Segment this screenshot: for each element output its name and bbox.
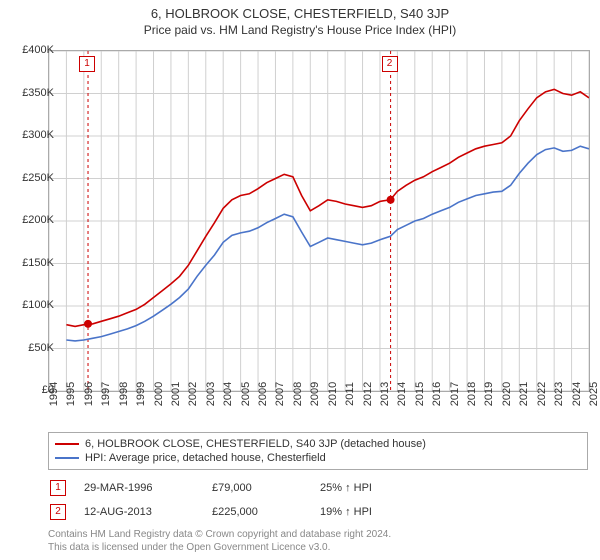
legend-item-property: 6, HOLBROOK CLOSE, CHESTERFIELD, S40 3JP…	[55, 437, 581, 451]
y-tick-label: £50K	[12, 342, 54, 354]
sale-price-2: £225,000	[212, 506, 302, 518]
legend-swatch-hpi	[55, 457, 79, 459]
sale-diff-1: 25% ↑ HPI	[320, 482, 372, 494]
x-tick-label: 2010	[327, 382, 339, 406]
y-tick-label: £150K	[12, 257, 54, 269]
plot-svg	[49, 51, 589, 391]
chart-marker-2: 2	[382, 56, 398, 72]
sale-marker-1: 1	[50, 480, 66, 496]
footer: Contains HM Land Registry data © Crown c…	[48, 528, 588, 554]
x-tick-label: 2002	[187, 382, 199, 406]
x-tick-label: 1996	[83, 382, 95, 406]
x-tick-label: 2004	[222, 382, 234, 406]
x-tick-label: 2012	[362, 382, 374, 406]
x-tick-label: 2025	[588, 382, 600, 406]
chart-title: 6, HOLBROOK CLOSE, CHESTERFIELD, S40 3JP	[0, 0, 600, 21]
x-tick-label: 2022	[536, 382, 548, 406]
x-tick-label: 2005	[240, 382, 252, 406]
x-tick-label: 2014	[396, 382, 408, 406]
sale-diff-2: 19% ↑ HPI	[320, 506, 372, 518]
x-tick-label: 2015	[414, 382, 426, 406]
legend-item-hpi: HPI: Average price, detached house, Ches…	[55, 451, 581, 465]
y-tick-label: £100K	[12, 299, 54, 311]
x-tick-label: 2007	[274, 382, 286, 406]
sale-date-1: 29-MAR-1996	[84, 482, 194, 494]
x-tick-label: 2013	[379, 382, 391, 406]
x-tick-label: 2001	[170, 382, 182, 406]
x-tick-label: 1997	[100, 382, 112, 406]
x-tick-label: 2024	[571, 382, 583, 406]
x-tick-label: 2000	[153, 382, 165, 406]
x-tick-label: 1998	[118, 382, 130, 406]
x-tick-label: 1999	[135, 382, 147, 406]
sale-date-2: 12-AUG-2013	[84, 506, 194, 518]
sale-price-1: £79,000	[212, 482, 302, 494]
sale-marker-2: 2	[50, 504, 66, 520]
legend-label-hpi: HPI: Average price, detached house, Ches…	[85, 452, 326, 464]
x-tick-label: 2003	[205, 382, 217, 406]
x-tick-label: 1995	[65, 382, 77, 406]
x-tick-label: 2020	[501, 382, 513, 406]
x-tick-label: 2017	[449, 382, 461, 406]
footer-line-2: This data is licensed under the Open Gov…	[48, 541, 588, 554]
y-tick-label: £300K	[12, 129, 54, 141]
y-tick-label: £250K	[12, 172, 54, 184]
x-tick-label: 2006	[257, 382, 269, 406]
x-tick-label: 2023	[553, 382, 565, 406]
legend: 6, HOLBROOK CLOSE, CHESTERFIELD, S40 3JP…	[48, 432, 588, 470]
x-tick-label: 2009	[309, 382, 321, 406]
legend-label-property: 6, HOLBROOK CLOSE, CHESTERFIELD, S40 3JP…	[85, 438, 426, 450]
sale-row-1: 1 29-MAR-1996 £79,000 25% ↑ HPI	[48, 476, 588, 500]
x-tick-label: 2008	[292, 382, 304, 406]
x-tick-label: 2011	[344, 382, 356, 406]
chart-container: 6, HOLBROOK CLOSE, CHESTERFIELD, S40 3JP…	[0, 0, 600, 560]
x-tick-label: 1994	[48, 382, 60, 406]
x-tick-label: 2021	[518, 382, 530, 406]
legend-swatch-property	[55, 443, 79, 445]
chart-subtitle: Price paid vs. HM Land Registry's House …	[0, 21, 600, 41]
x-tick-label: 2016	[431, 382, 443, 406]
y-tick-label: £350K	[12, 87, 54, 99]
x-tick-label: 2019	[483, 382, 495, 406]
footer-line-1: Contains HM Land Registry data © Crown c…	[48, 528, 588, 541]
chart-marker-1: 1	[79, 56, 95, 72]
plot-area	[48, 50, 590, 392]
y-tick-label: £400K	[12, 44, 54, 56]
x-tick-label: 2018	[466, 382, 478, 406]
sales-table: 1 29-MAR-1996 £79,000 25% ↑ HPI 2 12-AUG…	[48, 476, 588, 524]
y-tick-label: £200K	[12, 214, 54, 226]
sale-row-2: 2 12-AUG-2013 £225,000 19% ↑ HPI	[48, 500, 588, 524]
